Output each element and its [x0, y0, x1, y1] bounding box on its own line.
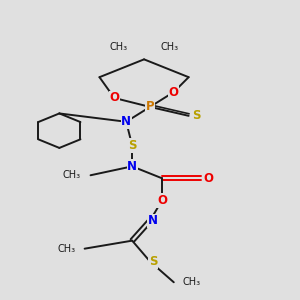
Text: O: O	[157, 194, 167, 207]
Text: CH₃: CH₃	[160, 43, 178, 52]
Text: N: N	[127, 160, 137, 173]
Text: N: N	[148, 214, 158, 227]
Text: CH₃: CH₃	[58, 244, 76, 254]
Text: CH₃: CH₃	[110, 43, 128, 52]
Text: CH₃: CH₃	[183, 277, 201, 287]
Text: CH₃: CH₃	[62, 170, 80, 180]
Text: O: O	[203, 172, 213, 185]
Text: N: N	[121, 115, 131, 128]
Text: O: O	[109, 92, 119, 104]
Text: P: P	[146, 100, 154, 113]
Text: S: S	[128, 139, 136, 152]
Text: S: S	[149, 255, 157, 268]
Text: S: S	[192, 109, 200, 122]
Text: O: O	[169, 85, 179, 98]
